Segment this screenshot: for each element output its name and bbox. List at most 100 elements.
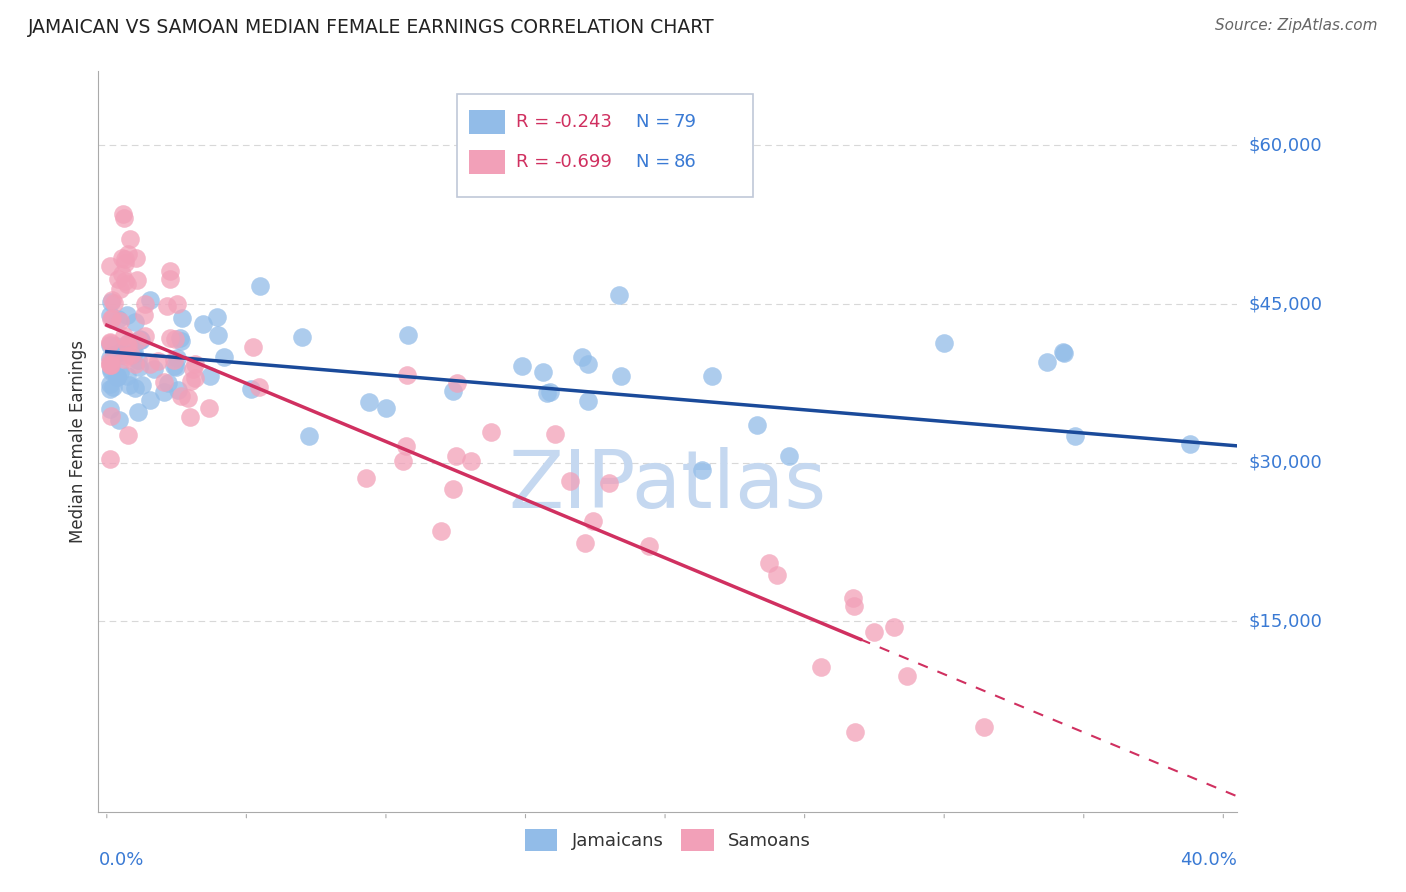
Point [98, 336, 121, 351]
Point [98, 382, 121, 396]
Point [240, 382, 263, 396]
Point [129, 333, 152, 347]
Point [117, 428, 139, 442]
Point [598, 476, 620, 491]
Point [207, 327, 229, 342]
Point [249, 380, 271, 394]
Text: 86: 86 [673, 153, 696, 170]
Point [441, 384, 464, 398]
Point [842, 599, 865, 613]
Point [883, 619, 905, 633]
Point [157, 376, 180, 390]
Point [576, 394, 599, 409]
Point [134, 329, 156, 343]
Point [98, 402, 121, 417]
Point [1178, 437, 1201, 451]
Y-axis label: Median Female Earnings: Median Female Earnings [69, 340, 87, 543]
Point [163, 352, 186, 367]
Point [124, 381, 146, 395]
Point [574, 535, 596, 549]
FancyBboxPatch shape [468, 150, 505, 174]
Point [127, 352, 149, 367]
Point [430, 524, 453, 539]
Text: -0.243: -0.243 [554, 112, 612, 131]
Point [110, 268, 132, 282]
Text: $15,000: $15,000 [1249, 612, 1322, 631]
Point [118, 232, 141, 246]
Point [101, 293, 124, 307]
Point [115, 368, 138, 383]
Point [571, 350, 593, 364]
FancyBboxPatch shape [457, 94, 754, 197]
Point [129, 332, 152, 346]
Point [297, 429, 319, 443]
Point [184, 358, 207, 372]
Point [153, 384, 176, 399]
Point [138, 392, 160, 407]
Point [183, 362, 205, 376]
Point [127, 333, 149, 347]
Point [128, 359, 150, 374]
Point [98, 308, 121, 322]
Point [690, 463, 713, 477]
Point [105, 338, 128, 352]
Point [844, 725, 866, 739]
Legend: Jamaicans, Samoans: Jamaicans, Samoans [517, 822, 818, 858]
Point [395, 439, 418, 453]
Point [107, 311, 129, 326]
Point [98, 338, 121, 352]
Point [536, 386, 558, 401]
Point [531, 365, 554, 379]
Text: 40.0%: 40.0% [1181, 851, 1237, 869]
Point [132, 309, 155, 323]
Point [105, 369, 128, 384]
Point [778, 449, 800, 463]
Point [810, 660, 832, 674]
Point [100, 361, 122, 376]
Point [139, 293, 162, 307]
Point [582, 515, 605, 529]
Point [142, 362, 165, 376]
Point [159, 264, 181, 278]
Point [934, 335, 956, 350]
Point [98, 335, 121, 350]
Point [98, 259, 121, 273]
Point [374, 401, 396, 415]
Point [115, 349, 138, 363]
Point [765, 567, 787, 582]
Point [1064, 429, 1087, 443]
Text: $45,000: $45,000 [1249, 295, 1323, 313]
Point [112, 328, 135, 343]
Point [103, 348, 125, 362]
Point [198, 401, 221, 416]
Point [100, 312, 122, 326]
Point [125, 251, 148, 265]
Point [129, 333, 152, 347]
Point [115, 309, 138, 323]
Point [576, 357, 599, 371]
Point [124, 357, 146, 371]
Point [357, 395, 380, 409]
Point [291, 330, 314, 344]
Point [207, 310, 229, 324]
Point [842, 591, 865, 606]
Point [110, 282, 132, 296]
Point [172, 310, 194, 325]
Point [444, 449, 467, 463]
Point [117, 246, 139, 260]
Point [152, 375, 174, 389]
Point [637, 539, 659, 553]
Point [544, 426, 567, 441]
Point [103, 380, 125, 394]
Point [179, 409, 201, 424]
Point [112, 351, 135, 366]
Point [354, 471, 377, 485]
Point [108, 313, 131, 327]
Point [758, 557, 780, 571]
Point [98, 451, 121, 466]
Text: JAMAICAN VS SAMOAN MEDIAN FEMALE EARNINGS CORRELATION CHART: JAMAICAN VS SAMOAN MEDIAN FEMALE EARNING… [28, 18, 714, 37]
Point [169, 331, 191, 345]
Point [110, 348, 132, 362]
Point [191, 317, 214, 331]
Point [98, 351, 121, 366]
